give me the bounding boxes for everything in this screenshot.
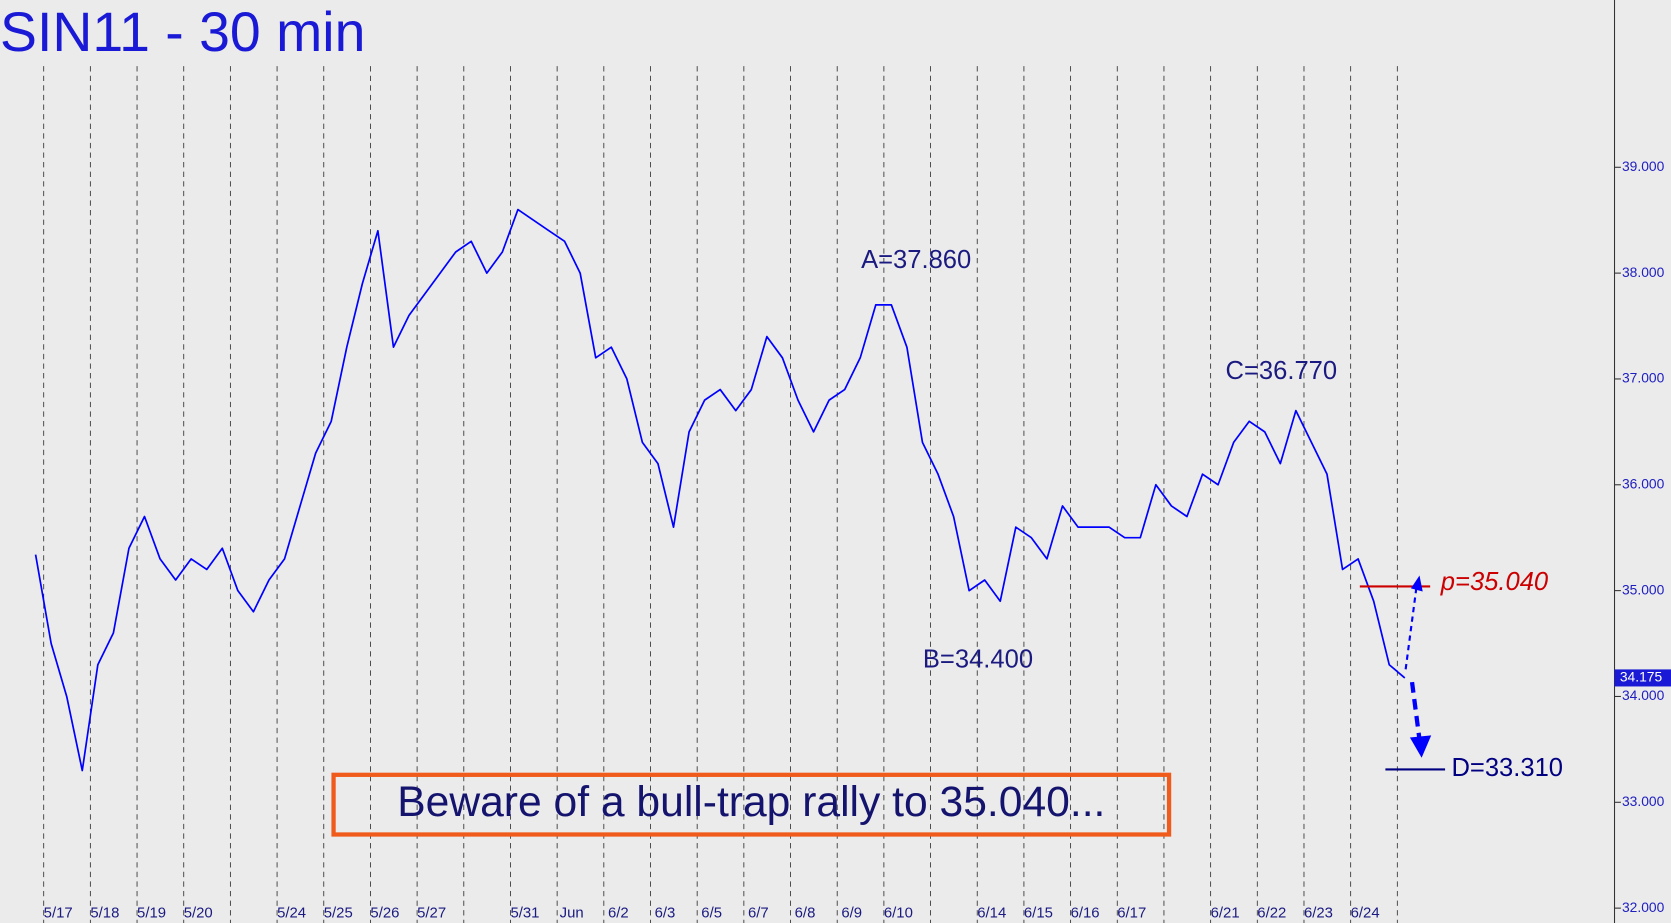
x-tick-label: 6/5 xyxy=(701,905,722,921)
callout-text: Beware of a bull-trap rally to 35.040... xyxy=(397,778,1105,826)
x-tick-label: 6/8 xyxy=(795,905,816,921)
x-tick-label: 5/20 xyxy=(184,905,213,921)
x-tick-label: 6/9 xyxy=(841,905,862,921)
x-tick-label: 5/26 xyxy=(370,905,399,921)
x-tick-label: 6/23 xyxy=(1304,905,1333,921)
x-tick-label: 5/17 xyxy=(44,905,73,921)
x-tick-label: 6/15 xyxy=(1024,905,1053,921)
x-tick-label: 6/17 xyxy=(1117,905,1146,921)
y-tick-label: 33.000 xyxy=(1622,793,1665,809)
y-tick-label: 32.000 xyxy=(1622,899,1665,915)
plot: 32.000 33.000 34.000 35.000 36.000 37.000 38.0… xyxy=(34,158,1671,921)
rally-arrow-head xyxy=(1410,575,1423,592)
y-tick-label: 39.000 xyxy=(1622,158,1665,174)
target-arrow-head xyxy=(1409,735,1432,758)
x-tick-label: 5/31 xyxy=(510,905,539,921)
annotation-label: B=34.400 xyxy=(923,645,1033,673)
x-tick-label: Jun xyxy=(560,905,584,921)
x-tick-label: 6/21 xyxy=(1211,905,1240,921)
x-tick-label: 5/18 xyxy=(90,905,119,921)
day-separators xyxy=(43,66,1398,923)
x-tick-label: 6/7 xyxy=(748,905,769,921)
y-tick-label: 38.000 xyxy=(1622,264,1665,280)
x-tick-label: 6/14 xyxy=(977,905,1006,921)
y-tick-label: 37.000 xyxy=(1622,370,1665,386)
y-tick-label: 36.000 xyxy=(1622,475,1665,491)
annotation-label: D=33.310 xyxy=(1451,754,1563,782)
y-tick-label: 35.000 xyxy=(1622,581,1665,597)
x-tick-label: 6/24 xyxy=(1351,905,1380,921)
target-arrow xyxy=(1409,681,1422,740)
y-tick-label: 34.000 xyxy=(1622,687,1665,703)
price-line xyxy=(34,208,1406,772)
last-price-label: 34.175 xyxy=(1620,669,1663,685)
callout-box xyxy=(331,772,1172,837)
x-tick-label: 5/19 xyxy=(137,905,166,921)
last-price-box xyxy=(1614,669,1671,687)
rally-arrow xyxy=(1404,588,1418,670)
x-tick-label: 6/22 xyxy=(1257,905,1286,921)
x-tick-label: 6/2 xyxy=(608,905,629,921)
x-tick-label: 6/10 xyxy=(884,905,913,921)
annotation-label: A=37.860 xyxy=(861,246,971,274)
annotation-label: p=35.040 xyxy=(1440,568,1548,596)
annotation-label: C=36.770 xyxy=(1226,357,1338,385)
x-tick-label: 5/27 xyxy=(417,905,446,921)
x-tick-label: 6/16 xyxy=(1071,905,1100,921)
x-tick-label: 5/24 xyxy=(277,905,306,921)
chart-title: SIN11 - 30 min xyxy=(0,1,365,63)
x-tick-label: 6/3 xyxy=(655,905,676,921)
x-tick-label: 5/25 xyxy=(324,905,353,921)
